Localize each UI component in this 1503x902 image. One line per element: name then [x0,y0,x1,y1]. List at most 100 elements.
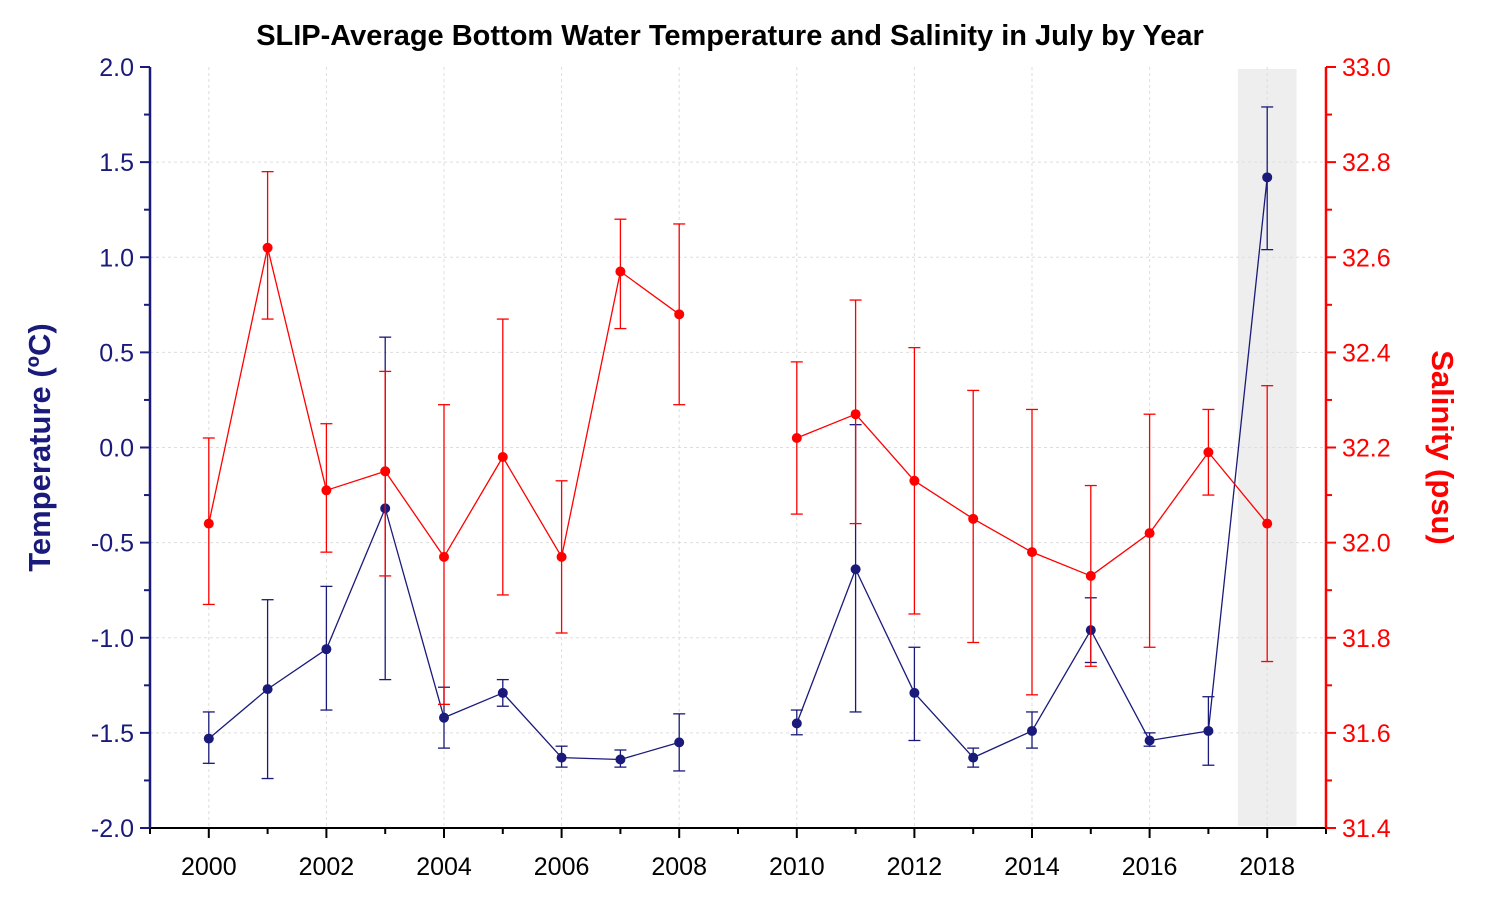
series-left-segment [561,756,621,761]
y-axis-right-label: Salinity (psu) [1425,350,1460,545]
y-left-tick-label: -0.5 [91,530,134,558]
data-point-left [1144,735,1155,746]
series-left-segment [620,741,680,761]
series-right-segment [266,247,328,491]
series-right-segment [384,470,445,558]
series-left-segment [1090,629,1151,741]
series-left-segment [208,688,269,740]
series-right-segment [620,270,680,315]
data-point-right [1262,518,1273,529]
series-right-segment [796,413,856,439]
data-point-right [615,266,626,277]
series-right-segment [914,480,974,520]
data-point-right [1144,528,1155,539]
series-left-segment [972,730,1033,759]
data-point-right [674,309,685,320]
series-left-segment [443,692,504,719]
y-right-tick-label: 32.0 [1342,530,1391,558]
y-right-tick-label: 32.8 [1342,149,1391,177]
x-tick-label: 2018 [1239,853,1295,881]
data-point-right [556,551,567,562]
y-left-tick-label: 0.5 [99,339,134,367]
data-point-left [968,752,979,763]
data-point-right [1027,547,1037,558]
series-left-segment [796,569,857,724]
data-point-left [791,718,802,729]
data-point-left [615,754,626,765]
data-point-right [380,466,391,477]
x-tick-label: 2012 [887,853,943,881]
x-tick-label: 2016 [1122,853,1178,881]
data-point-left [674,737,685,748]
data-point-left [1027,725,1037,736]
x-tick-label: 2014 [1004,853,1060,881]
data-point-right [321,485,332,496]
data-point-right [497,452,508,463]
series-left-segment [855,568,915,694]
y-left-tick-label: 1.5 [99,149,134,177]
series-right-segment [502,456,563,558]
series-left-segment [502,692,563,759]
data-point-left [850,564,861,575]
series-left-segment [1207,177,1268,732]
y-right-tick-label: 32.4 [1342,339,1391,367]
x-tick-label: 2010 [769,853,825,881]
y-axis-left-label: Temperature (ºC) [22,323,57,571]
axis-layer: 2000 2002 2004 2006 2008 2010 2012 2014 2016 2018… [91,54,1391,881]
x-tick-label: 2002 [299,853,355,881]
series-left-segment [267,648,327,690]
data-point-left [321,644,332,655]
y-left-tick-label: -1.0 [91,625,134,653]
y-right-tick-label: 32.2 [1342,435,1391,463]
data-point-right [439,551,449,562]
y-right-tick-label: 31.4 [1342,815,1391,843]
y-left-tick-label: -2.0 [91,815,134,843]
series-right-segment [208,247,269,524]
y-right-tick-label: 31.8 [1342,625,1391,653]
data-point-left [909,687,920,698]
data-point-right [968,513,979,524]
data-point-right [1085,570,1096,581]
series-right-segment [1207,451,1268,525]
data-point-left [262,684,273,695]
data-point-left [1203,725,1214,736]
data-point-right [791,432,802,443]
series-left-segment [384,508,445,718]
data-point-left [556,752,567,763]
chart-title: SLIP-Average Bottom Water Temperature an… [256,20,1204,52]
y-right-tick-label: 32.6 [1342,244,1391,272]
data-point-left [203,733,214,744]
y-right-tick-label: 31.6 [1342,720,1391,748]
data-point-right [1203,447,1214,458]
data-point-right [262,242,273,253]
data-point-right [909,475,920,486]
series-right-segment [855,413,915,482]
data-point-right [203,518,214,529]
series-left-segment [913,692,974,759]
series-left-segment [1149,730,1209,742]
series-layer [202,106,1274,780]
data-point-right [850,409,861,420]
series-right-segment [560,271,622,558]
y-left-tick-label: 1.0 [99,244,134,272]
x-tick-label: 2000 [181,853,237,881]
data-point-left [439,712,449,723]
y-right-tick-label: 33.0 [1342,54,1391,82]
x-tick-label: 2006 [534,853,590,881]
y-left-tick-label: -1.5 [91,720,134,748]
series-right-segment [1031,551,1092,577]
x-tick-label: 2004 [416,853,472,881]
data-point-left [1262,172,1273,183]
y-left-tick-label: 2.0 [99,54,134,82]
series-left-segment [325,508,386,650]
grid-layer [150,67,1326,828]
series-right-segment [972,518,1033,553]
y-left-tick-label: 0.0 [99,435,134,463]
series-left-segment [1031,629,1092,732]
x-tick-label: 2008 [651,853,707,881]
series-right-segment [443,456,504,558]
series-right-segment [1149,451,1209,534]
series-right-segment [326,470,386,491]
data-point-left [497,687,508,698]
